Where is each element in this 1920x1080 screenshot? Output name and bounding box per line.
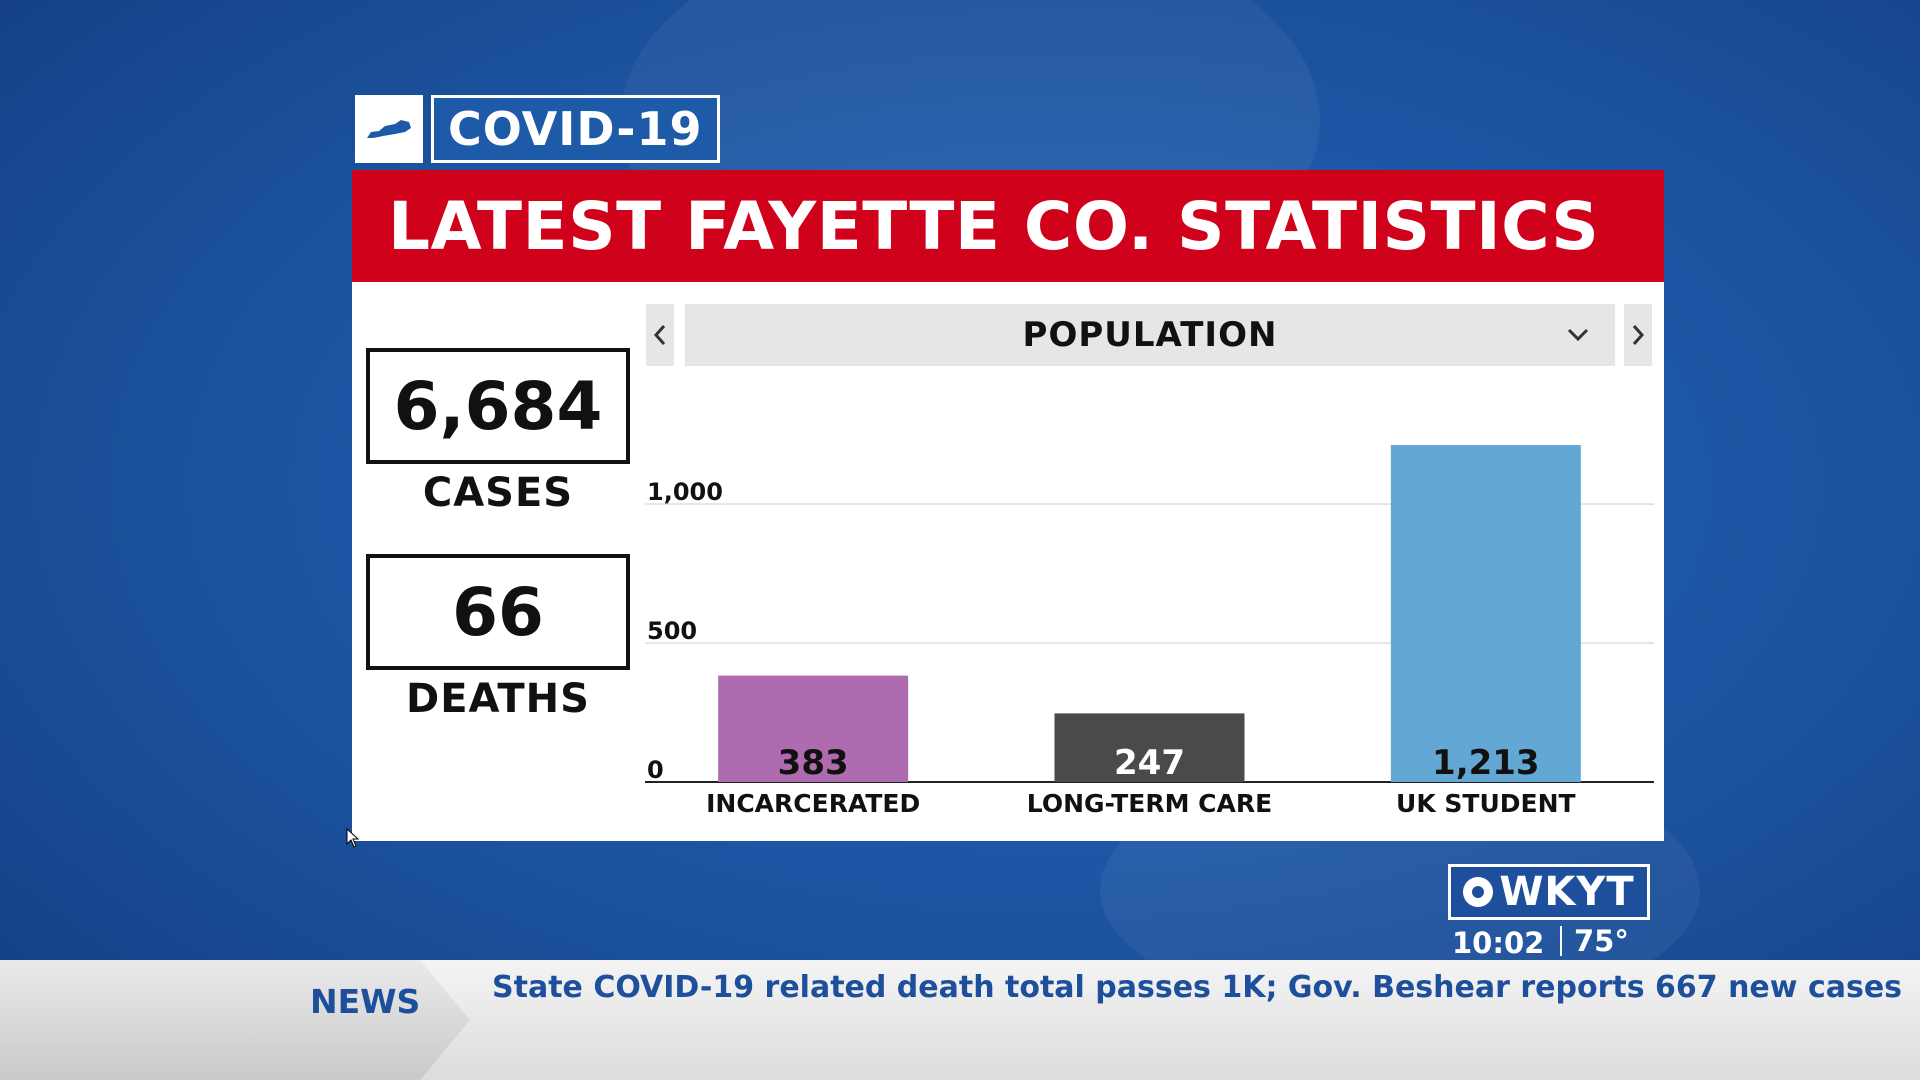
chevron-left-icon [653, 325, 666, 345]
covid-tag: COVID-19 [355, 95, 720, 163]
news-tab [0, 960, 470, 1080]
panel-title: LATEST FAYETTE CO. STATISTICS [352, 170, 1664, 282]
statistics-panel: LATEST FAYETTE CO. STATISTICS 6,684 CASE… [352, 170, 1664, 841]
wkyt-logo: WKYT [1448, 864, 1650, 920]
deaths-label: DEATHS [406, 676, 590, 722]
cases-value: 6,684 [366, 348, 630, 464]
bar-value-label: 383 [778, 743, 849, 783]
chevron-down-icon [1567, 328, 1589, 342]
logo-text: WKYT [1499, 869, 1635, 915]
y-tick-label: 500 [647, 617, 697, 645]
bar-value-label: 1,213 [1432, 743, 1540, 783]
covid-label: COVID-19 [431, 95, 720, 163]
category-label: INCARCERATED [706, 789, 920, 818]
cbs-eye-icon [1463, 877, 1494, 907]
news-label: NEWS [310, 982, 421, 1021]
mouse-cursor-icon [346, 828, 360, 848]
bar [1054, 713, 1245, 782]
population-bar-chart: 0 500 1,000 383 INCARCERATED 247 LONG-TERM CAR… [645, 445, 1654, 818]
category-label: LONG-TERM CARE [1027, 789, 1272, 818]
category-label: UK STUDENT [1396, 789, 1576, 818]
ticker-headline: State COVID-19 related death total passe… [492, 970, 1903, 1005]
temperature: 75° [1560, 926, 1629, 956]
y-tick-label: 0 [647, 756, 664, 784]
next-button[interactable] [1624, 304, 1652, 366]
news-ticker: NEWS State COVID-19 related death total … [0, 960, 1920, 1080]
dropdown-label: POPULATION [1022, 315, 1278, 355]
cases-label: CASES [422, 470, 574, 516]
kentucky-map-icon [355, 95, 423, 163]
bar [718, 675, 909, 782]
deaths-value: 66 [366, 554, 630, 670]
population-dropdown[interactable]: POPULATION [685, 304, 1615, 366]
y-tick-label: 1,000 [647, 478, 723, 506]
chevron-right-icon [1632, 325, 1645, 345]
bar-value-label: 247 [1114, 743, 1185, 783]
bar [1390, 445, 1581, 782]
clock: 10:02 [1452, 926, 1545, 960]
prev-button[interactable] [646, 304, 674, 366]
